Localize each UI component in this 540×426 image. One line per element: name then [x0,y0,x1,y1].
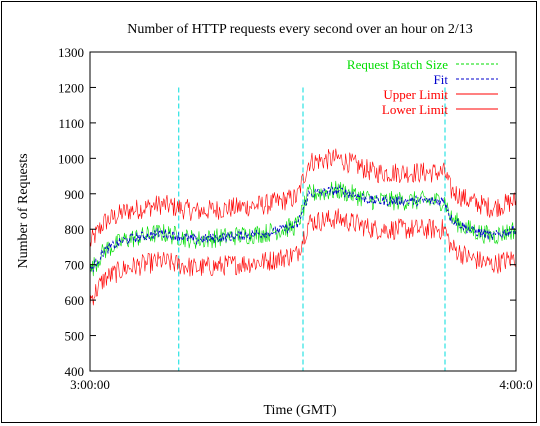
data-bands [89,148,517,307]
legend-label: Upper Limit [383,87,448,102]
chart-title: Number of HTTP requests every second ove… [127,22,473,37]
x-tick-label: 3:00:00 [70,377,110,392]
y-tick-label: 700 [65,258,85,273]
legend-label: Fit [434,72,449,87]
x-axis: 3:00:00 4:00:0 [70,365,533,392]
y-tick-label: 900 [65,187,85,202]
y-tick-label: 1200 [58,80,84,95]
plot-area-border [89,51,517,372]
y-tick-label: 1000 [58,151,84,166]
y-tick-label: 500 [65,329,85,344]
y-axis: 400 500 600 700 800 900 1000 1100 1200 1300 [58,45,516,379]
x-tick-label: 4:00:0 [499,377,532,392]
y-tick-label: 400 [65,364,85,379]
vertical-markers [178,87,446,371]
y-tick-label: 1100 [58,116,84,131]
x-axis-label: Time (GMT) [264,403,337,418]
series-request-batch-size-line [89,180,517,277]
y-axis-label: Number of Requests [16,153,31,268]
legend-label: Lower Limit [382,102,448,117]
legend-label: Request Batch Size [347,57,448,72]
y-tick-label: 800 [65,222,85,237]
series-fit-line [89,184,517,273]
series-upper-limit-line [89,148,517,247]
series-lower-limit-line [89,208,517,307]
y-tick-label: 1300 [58,45,84,60]
y-tick-label: 600 [65,293,85,308]
